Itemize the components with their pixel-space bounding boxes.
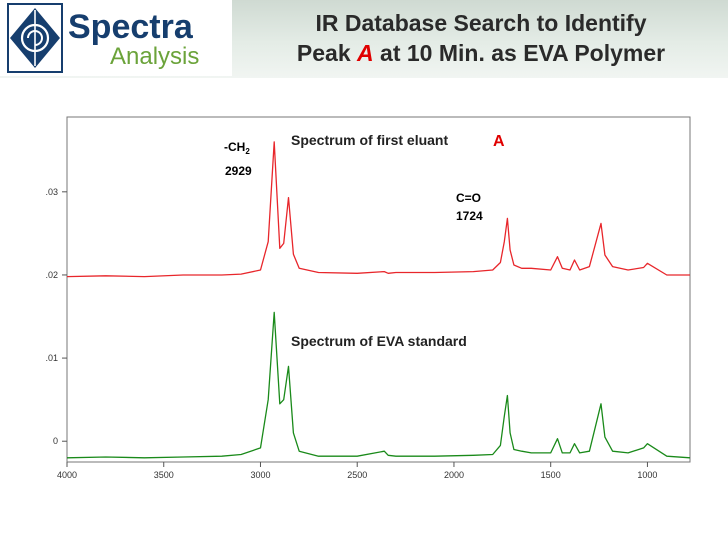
page-title: IR Database Search to Identify Peak A at… xyxy=(236,8,726,68)
plot-frame xyxy=(66,116,691,463)
x-tick-label: 2500 xyxy=(347,470,367,480)
x-tick-label: 4000 xyxy=(57,470,77,480)
y-tick-label: .01 xyxy=(45,353,58,363)
logo-spiral-icon xyxy=(27,30,43,46)
series-label-eluant: Spectrum of first eluant xyxy=(291,132,448,148)
title-line-1: IR Database Search to Identify xyxy=(315,10,647,36)
y-tick-label: .02 xyxy=(45,270,58,280)
series-label-eluant-accent: A xyxy=(493,133,505,150)
x-tick-label: 3000 xyxy=(250,470,270,480)
title-line-2-pre: Peak xyxy=(296,40,358,66)
y-axis: .03 .02 .01 0 xyxy=(45,187,67,446)
co-wavenumber: 1724 xyxy=(456,209,483,223)
spectra-analysis-logo: Spectra Analysis xyxy=(0,0,232,76)
x-axis: 4000 3500 3000 2500 2000 1500 1000 xyxy=(57,462,657,480)
y-tick-label: 0 xyxy=(53,436,58,446)
x-tick-label: 1000 xyxy=(637,470,657,480)
title-line-2-post: at 10 Min. as EVA Polymer xyxy=(373,40,666,66)
ch2-annotation: -CH2 xyxy=(224,140,250,156)
logo-text-spectra: Spectra xyxy=(68,8,194,46)
series-line-eva-standard xyxy=(66,311,691,459)
spectrum-lines xyxy=(66,141,691,459)
title-peak-label: A xyxy=(357,40,374,66)
y-tick-label: .03 xyxy=(45,187,58,197)
ch2-subscript: 2 xyxy=(245,147,250,156)
logo-text-analysis: Analysis xyxy=(110,43,199,70)
x-tick-label: 3500 xyxy=(154,470,174,480)
slide-header: Spectra Analysis IR Database Search to I… xyxy=(0,0,728,78)
plot-border xyxy=(66,116,691,463)
title-line-2: Peak A at 10 Min. as EVA Polymer xyxy=(236,38,726,68)
chart-annotations: -CH2 2929 C=O 1724 Spectrum of first elu… xyxy=(224,132,505,349)
series-label-eva-standard: Spectrum of EVA standard xyxy=(291,333,467,349)
series-line-first-eluant xyxy=(66,141,690,278)
x-tick-label: 1500 xyxy=(541,470,561,480)
ch2-label: -CH xyxy=(224,140,245,154)
co-label: C=O xyxy=(456,191,481,205)
ch2-wavenumber: 2929 xyxy=(225,164,252,178)
ir-spectra-chart: .03.02.010 4000 3500 3000 2500 2000 1500 1000 … xyxy=(45,116,691,480)
x-tick-label: 2000 xyxy=(444,470,464,480)
